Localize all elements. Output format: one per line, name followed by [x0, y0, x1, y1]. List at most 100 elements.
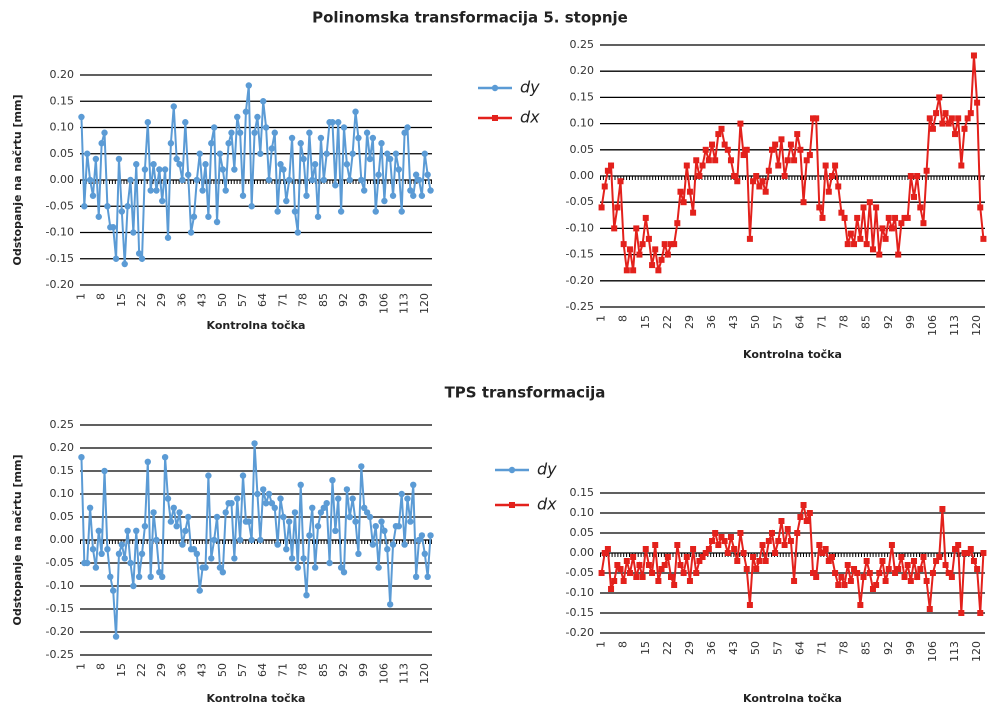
marker: [384, 546, 391, 553]
x-axis-title: Kontrolna točka: [743, 692, 842, 705]
marker: [787, 538, 794, 544]
marker: [869, 586, 876, 592]
marker: [381, 527, 388, 534]
x-tick-label: 1: [74, 293, 87, 300]
marker: [95, 527, 102, 534]
y-tick-label: 0.10: [50, 121, 75, 134]
marker: [661, 562, 668, 568]
marker: [398, 490, 405, 498]
marker: [939, 120, 946, 127]
y-tick-label: -0.20: [46, 625, 74, 638]
marker: [630, 267, 637, 274]
marker: [762, 558, 769, 564]
marker: [317, 509, 325, 516]
marker: [753, 566, 760, 572]
marker: [133, 527, 140, 534]
x-tick-label: 106: [377, 663, 390, 684]
marker: [655, 578, 662, 584]
marker: [964, 115, 971, 122]
marker: [756, 183, 763, 190]
marker: [144, 458, 152, 465]
marker: [410, 192, 417, 199]
marker: [104, 203, 111, 210]
y-tick-label: -0.25: [566, 300, 594, 313]
marker: [421, 550, 428, 557]
marker: [929, 125, 936, 132]
marker: [822, 162, 829, 169]
marker: [337, 564, 345, 571]
x-tick-label: 92: [337, 293, 350, 307]
marker: [970, 558, 977, 564]
legend-label: dy: [537, 460, 557, 479]
marker: [649, 570, 656, 576]
marker: [170, 103, 177, 110]
marker: [415, 176, 423, 184]
marker: [164, 495, 172, 502]
marker: [84, 559, 91, 567]
marker: [888, 225, 895, 232]
y-tick-label: -0.05: [46, 199, 74, 212]
marker: [130, 582, 137, 590]
marker: [806, 152, 813, 159]
x-tick-label: 57: [771, 641, 784, 655]
marker: [404, 495, 411, 502]
marker: [332, 527, 339, 534]
marker: [854, 214, 861, 221]
marker: [101, 467, 108, 475]
marker: [601, 550, 608, 556]
marker: [395, 523, 403, 530]
marker: [683, 554, 690, 560]
marker: [187, 229, 195, 236]
marker: [825, 558, 832, 564]
marker: [955, 115, 962, 122]
marker: [176, 161, 183, 168]
marker: [424, 573, 431, 580]
marker: [130, 229, 137, 236]
marker: [686, 578, 693, 584]
marker: [810, 115, 817, 122]
marker: [115, 550, 123, 557]
marker: [882, 235, 889, 242]
marker: [768, 530, 775, 536]
marker: [213, 513, 221, 521]
marker: [216, 564, 224, 571]
marker: [311, 161, 319, 168]
x-tick-label: 43: [727, 315, 740, 329]
marker: [251, 129, 258, 136]
marker: [936, 554, 943, 560]
marker: [297, 481, 304, 488]
y-tick-label: -0.10: [566, 586, 594, 599]
marker: [901, 214, 908, 221]
marker: [718, 534, 725, 540]
marker: [199, 187, 206, 194]
y-tick-label: 0.25: [570, 38, 595, 51]
marker: [239, 192, 247, 199]
x-tick-label: 120: [418, 663, 431, 684]
marker: [765, 538, 772, 544]
marker: [857, 602, 864, 608]
marker: [844, 562, 851, 568]
marker: [955, 542, 962, 548]
marker: [285, 518, 293, 525]
marker: [89, 546, 97, 553]
marker: [664, 251, 671, 258]
marker: [216, 150, 224, 157]
y-tick-label: 0.05: [570, 143, 595, 156]
y-tick-label: -0.10: [46, 226, 74, 239]
marker: [813, 574, 820, 580]
marker: [967, 546, 974, 552]
y-tick-label: -0.15: [566, 606, 594, 619]
marker: [254, 490, 261, 498]
marker: [636, 251, 643, 258]
marker: [816, 542, 823, 548]
x-tick-label: 1: [595, 315, 608, 322]
marker: [412, 573, 420, 580]
marker: [699, 162, 706, 169]
marker: [781, 173, 788, 179]
x-tick-label: 8: [617, 315, 630, 322]
marker: [727, 534, 734, 540]
marker: [642, 546, 649, 552]
marker: [309, 176, 316, 184]
marker: [208, 140, 215, 147]
x-tick-label: 8: [95, 663, 108, 670]
